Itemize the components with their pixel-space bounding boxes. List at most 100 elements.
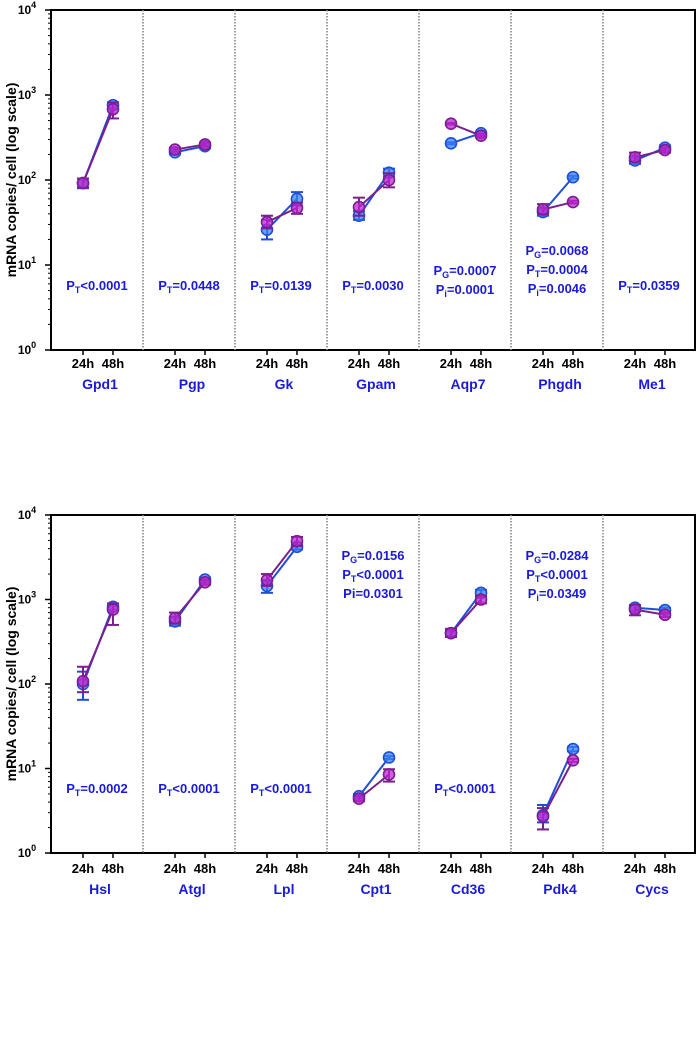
- y-tick-base: 10: [18, 3, 32, 17]
- gene-label: Phgdh: [538, 376, 582, 392]
- x-tick-label: 48h: [470, 861, 492, 876]
- x-tick-label: 24h: [72, 861, 94, 876]
- p-value: <0.0001: [264, 781, 311, 796]
- y-tick-base: 10: [18, 677, 32, 691]
- p-subscript: G: [534, 250, 541, 260]
- data-point: [566, 170, 580, 184]
- p-value: <0.0001: [540, 567, 587, 582]
- panel-hsl: 24h 48h Hsl PT=0.0002: [66, 600, 128, 897]
- p-symbol: P: [525, 243, 534, 258]
- data-point: [290, 201, 304, 215]
- p-value-label: PT<0.0001: [434, 781, 496, 798]
- x-tick-label: 24h: [440, 861, 462, 876]
- data-point: [658, 143, 672, 157]
- p-value-label: PT=0.0002: [66, 781, 128, 798]
- p-value: =0.0448: [172, 278, 219, 293]
- data-point: [444, 626, 458, 640]
- x-tick-label: 48h: [562, 861, 584, 876]
- data-point: [382, 173, 396, 187]
- p-value-label: PG=0.0284: [525, 548, 589, 565]
- p-value-label: PT<0.0001: [342, 567, 404, 584]
- y-tick-base: 10: [18, 258, 32, 272]
- p-value: =0.0004: [540, 262, 588, 277]
- data-point: [260, 215, 274, 229]
- x-tick-label: 24h: [348, 356, 370, 371]
- y-tick-label: 102: [18, 674, 36, 691]
- p-value: <0.0001: [356, 567, 403, 582]
- p-subscript: T: [351, 574, 357, 584]
- data-point: [474, 593, 488, 606]
- x-tick-label: 24h: [164, 861, 186, 876]
- series-purple: [444, 117, 488, 143]
- p-value: =0.0068: [541, 243, 588, 258]
- p-value: <0.0001: [172, 781, 219, 796]
- chart-1: mRNA copies/ cell (log scale)10010110210…: [3, 0, 696, 392]
- p-value: =0.0301: [355, 586, 402, 601]
- data-point: [566, 195, 580, 209]
- series-line: [358, 179, 390, 208]
- p-value-label: PT<0.0001: [526, 567, 588, 584]
- p-value-label: PT=0.0448: [158, 278, 220, 295]
- y-tick-label: 103: [18, 590, 36, 607]
- y-tick-base: 10: [18, 846, 32, 860]
- p-symbol: P: [436, 282, 445, 297]
- series-line: [82, 108, 114, 184]
- x-tick-label: 24h: [256, 861, 278, 876]
- p-subscript: T: [351, 285, 357, 295]
- y-tick-label: 102: [18, 170, 36, 187]
- y-tick-base: 10: [18, 173, 32, 187]
- gene-label: Lpl: [274, 881, 295, 897]
- data-point: [536, 810, 550, 823]
- p-value-label: PT=0.0139: [250, 278, 312, 295]
- p-symbol: P: [158, 278, 167, 293]
- y-tick-exponent: 1: [31, 759, 36, 769]
- p-subscript: T: [535, 269, 541, 279]
- x-tick-label: 24h: [532, 861, 554, 876]
- p-subscript: i: [444, 289, 447, 299]
- p-symbol: P: [250, 278, 259, 293]
- y-tick-exponent: 0: [31, 843, 36, 853]
- data-point: [352, 200, 366, 214]
- x-tick-label: 48h: [378, 356, 400, 371]
- p-symbol: Pi: [343, 586, 355, 601]
- x-tick-label: 48h: [102, 356, 124, 371]
- p-subscript: G: [350, 555, 357, 565]
- p-value: <0.0001: [448, 781, 495, 796]
- data-point: [290, 534, 304, 548]
- series-purple: [628, 603, 672, 622]
- p-value: =0.0139: [264, 278, 311, 293]
- gene-label: Atgl: [178, 881, 205, 897]
- data-point: [444, 117, 458, 130]
- p-symbol: P: [341, 548, 350, 563]
- p-value-label: Pi=0.0301: [343, 586, 403, 601]
- x-tick-label: 48h: [654, 861, 676, 876]
- p-value-label: Pi=0.0349: [528, 586, 587, 603]
- gene-label: Me1: [638, 376, 665, 392]
- p-value-label: Pi=0.0001: [436, 282, 495, 299]
- y-tick-base: 10: [18, 508, 32, 522]
- x-tick-label: 48h: [562, 356, 584, 371]
- series-purple: [168, 575, 212, 625]
- panel-cd36: 24h 48h Cd36 PT<0.0001: [434, 586, 496, 897]
- panel-atgl: 24h 48h Atgl PT<0.0001: [158, 573, 220, 897]
- p-symbol: P: [618, 278, 627, 293]
- y-tick-base: 10: [18, 762, 32, 776]
- y-tick-exponent: 4: [31, 0, 36, 10]
- p-value-label: PT=0.0030: [342, 278, 404, 295]
- series-line: [82, 609, 114, 682]
- x-tick-label: 24h: [532, 356, 554, 371]
- p-symbol: P: [528, 281, 537, 296]
- p-value-label: PG=0.0156: [341, 548, 404, 565]
- p-symbol: P: [342, 567, 351, 582]
- x-tick-label: 24h: [256, 356, 278, 371]
- p-subscript: T: [75, 285, 81, 295]
- p-value-label: PG=0.0068: [525, 243, 588, 260]
- y-tick-exponent: 2: [31, 170, 36, 180]
- x-tick-label: 24h: [348, 861, 370, 876]
- x-tick-label: 48h: [102, 861, 124, 876]
- x-tick-label: 48h: [194, 861, 216, 876]
